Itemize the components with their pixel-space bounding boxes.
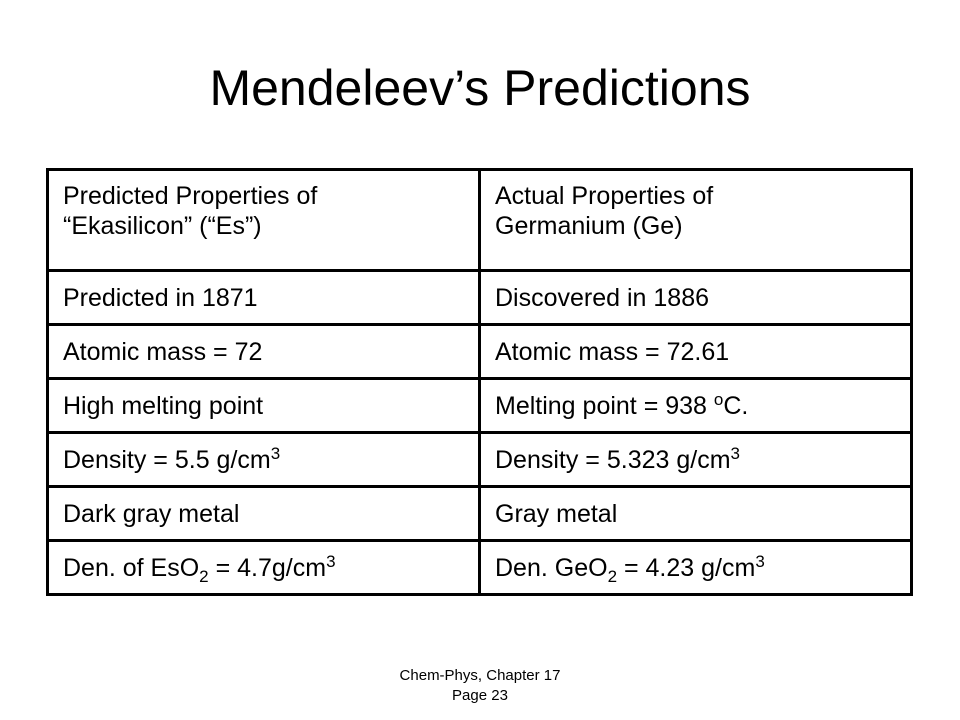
table-row: Density = 5.5 g/cm3 Density = 5.323 g/cm3 [46, 431, 913, 488]
cell-text: Den. GeO [495, 553, 608, 582]
table-row: Den. of EsO2 = 4.7g/cm3 Den. GeO2 = 4.23 … [46, 539, 913, 596]
header-row: Predicted Properties of “Ekasilicon” (“Es… [46, 168, 913, 272]
footer-line: Chem-Phys, Chapter 17 [399, 667, 561, 684]
table-cell: Discovered in 1886 [478, 269, 913, 326]
cell-text: Density = 5.5 g/cm [63, 445, 271, 474]
cell-text: C. [723, 391, 749, 420]
header-line: Predicted Properties of [63, 182, 318, 210]
header-line: “Ekasilicon” (“Es”) [63, 212, 262, 240]
table-cell: Gray metal [478, 485, 913, 542]
cell-sup: o [713, 389, 724, 409]
header-line: Germanium (Ge) [495, 212, 683, 240]
table-cell: Den. of EsO2 = 4.7g/cm3 [46, 539, 481, 596]
table-row: High melting point Melting point = 938 oC… [46, 377, 913, 434]
table-cell: Atomic mass = 72 [46, 323, 481, 380]
table-cell: Atomic mass = 72.61 [478, 323, 913, 380]
cell-sub: 2 [199, 566, 209, 586]
cell-text: = 4.23 g/cm [617, 553, 756, 582]
cell-sup: 3 [326, 551, 336, 571]
header-cell: Predicted Properties of “Ekasilicon” (“Es… [46, 168, 481, 272]
table-row: Predicted in 1871 Discovered in 1886 [46, 269, 913, 326]
cell-sup: 3 [270, 443, 281, 463]
table-cell: Dark gray metal [46, 485, 481, 542]
table-row: Dark gray metal Gray metal [46, 485, 913, 542]
table-cell: Density = 5.5 g/cm3 [46, 431, 481, 488]
cell-text: Melting point = 938 [495, 391, 714, 420]
footer-line: Page 23 [452, 687, 508, 704]
header-cell: Actual Properties of Germanium (Ge) [478, 168, 913, 272]
comparison-table: Predicted Properties of “Ekasilicon” (“Es… [46, 168, 913, 596]
footer: Chem-Phys, Chapter 17 Page 23 [0, 666, 960, 706]
table-cell: Den. GeO2 = 4.23 g/cm3 [478, 539, 913, 596]
header-line: Actual Properties of [495, 182, 714, 210]
cell-text: Density = 5.323 g/cm [495, 445, 731, 474]
cell-sup: 3 [755, 551, 765, 571]
table-row: Atomic mass = 72 Atomic mass = 72.61 [46, 323, 913, 380]
cell-text: = 4.7g/cm [208, 553, 327, 582]
cell-sub: 2 [607, 566, 618, 586]
table-cell: Predicted in 1871 [46, 269, 481, 326]
table-cell: Melting point = 938 oC. [478, 377, 913, 434]
cell-text: Den. of EsO [63, 553, 200, 582]
table-cell: High melting point [46, 377, 481, 434]
table-cell: Density = 5.323 g/cm3 [478, 431, 913, 488]
cell-sup: 3 [730, 443, 741, 463]
slide-title: Mendeleev’s Predictions [209, 60, 751, 116]
